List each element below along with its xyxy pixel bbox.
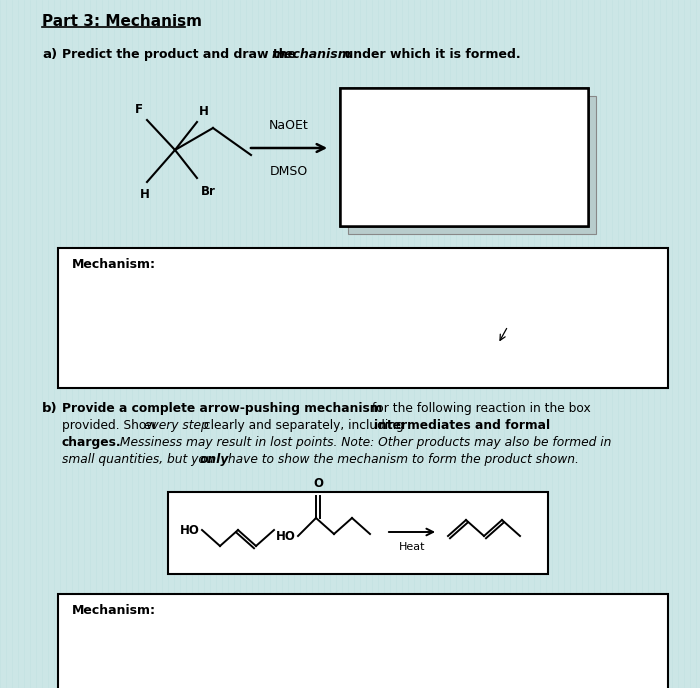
Bar [340, 88, 588, 226]
Text: NaOEt: NaOEt [269, 119, 309, 132]
Bar [168, 492, 548, 574]
Text: HO: HO [276, 530, 296, 543]
Text: clearly and separately, including: clearly and separately, including [200, 419, 407, 432]
Bar [58, 248, 668, 388]
Text: for the following reaction in the box: for the following reaction in the box [368, 402, 591, 415]
Bar [348, 96, 596, 234]
Text: Provide a complete arrow-pushing mechanism: Provide a complete arrow-pushing mechani… [62, 402, 382, 415]
Text: have to show the mechanism to form the product shown.: have to show the mechanism to form the p… [224, 453, 579, 466]
Text: Mechanism:: Mechanism: [72, 258, 156, 271]
Text: HO: HO [180, 524, 200, 537]
Bar [340, 88, 588, 226]
Text: F: F [135, 103, 143, 116]
Text: every step: every step [144, 419, 209, 432]
Text: Heat: Heat [399, 542, 426, 552]
Text: DMSO: DMSO [270, 165, 308, 178]
Text: Messiness may result in lost points. Note: Other products may also be formed in: Messiness may result in lost points. Not… [116, 436, 611, 449]
Text: a): a) [42, 48, 57, 61]
Text: small quantities, but you: small quantities, but you [62, 453, 218, 466]
Text: H: H [199, 105, 209, 118]
Text: Br: Br [201, 185, 216, 198]
Text: provided. Show: provided. Show [62, 419, 160, 432]
Bar [58, 594, 668, 688]
Text: O: O [313, 477, 323, 490]
Text: Predict the product and draw the: Predict the product and draw the [62, 48, 300, 61]
Text: only: only [200, 453, 230, 466]
Text: H: H [140, 188, 150, 201]
Text: mechanism: mechanism [272, 48, 351, 61]
Text: Part 3: Mechanism: Part 3: Mechanism [42, 14, 202, 29]
Text: intermediates and formal: intermediates and formal [374, 419, 550, 432]
Text: charges.: charges. [62, 436, 122, 449]
Text: Mechanism:: Mechanism: [72, 604, 156, 617]
Text: under which it is formed.: under which it is formed. [340, 48, 521, 61]
Text: b): b) [42, 402, 57, 415]
